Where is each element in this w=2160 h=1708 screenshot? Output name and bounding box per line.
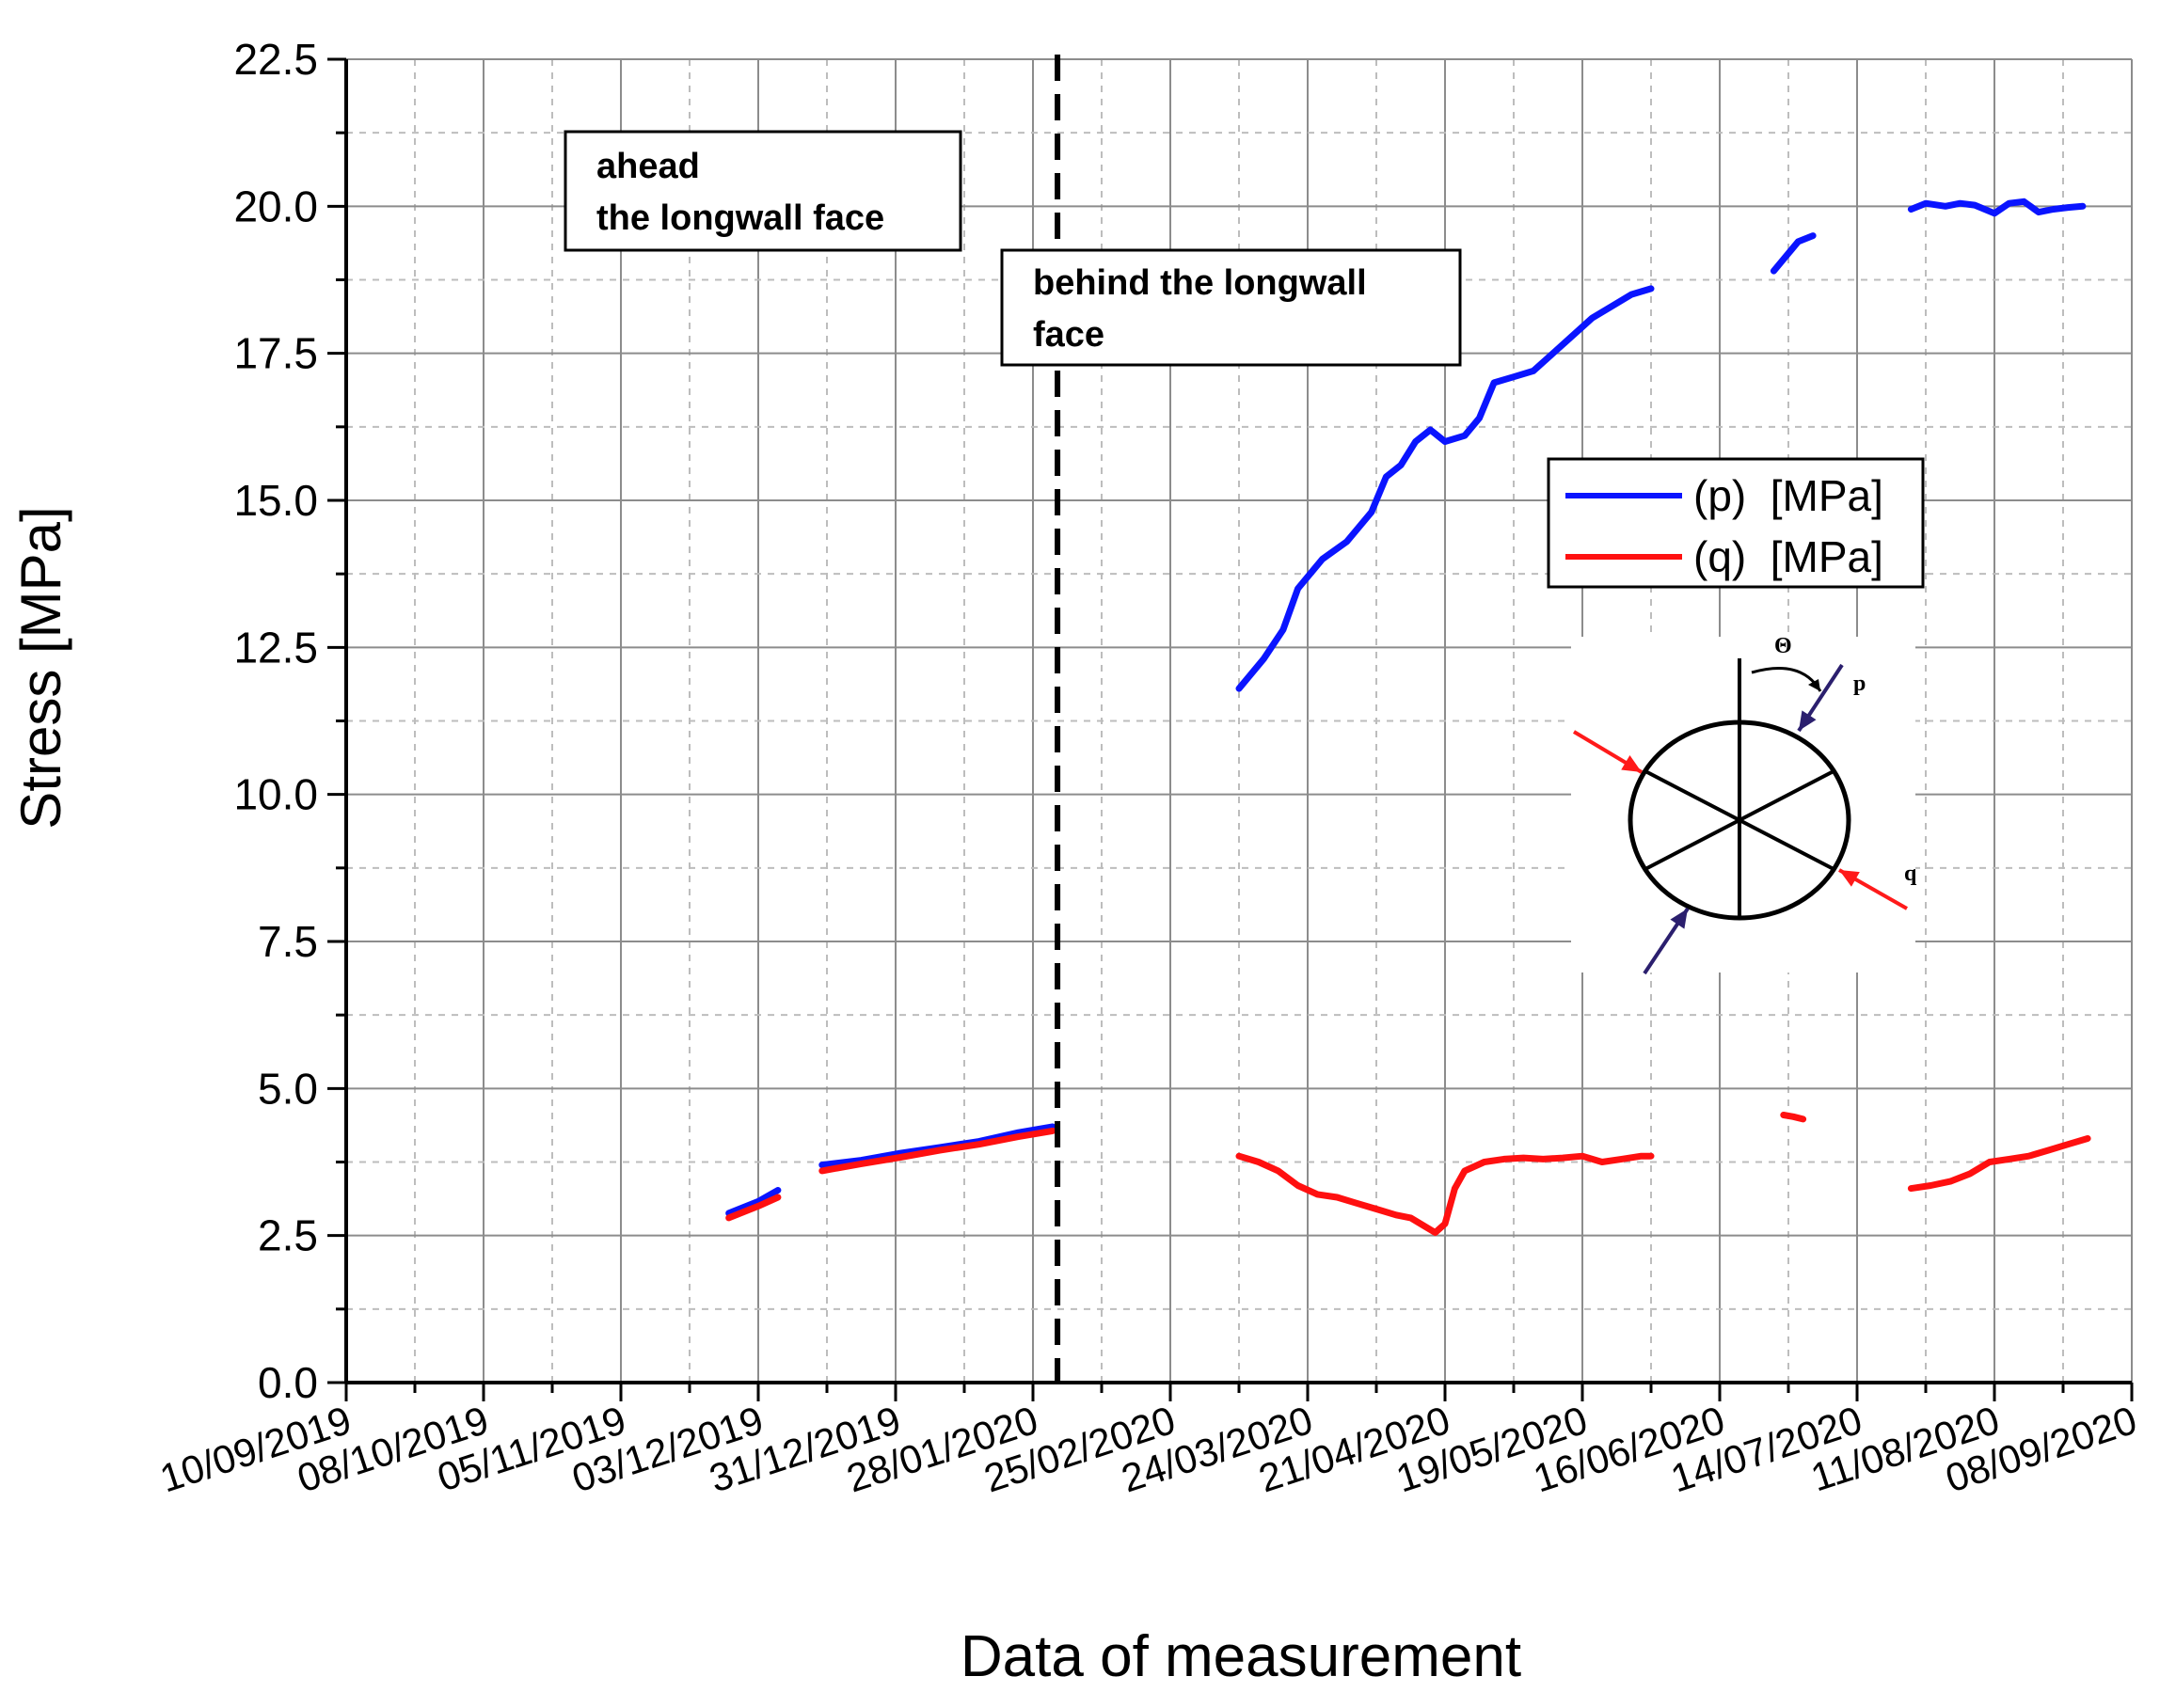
series-q-line bbox=[1235, 1152, 1655, 1236]
inset-theta-label: Θ bbox=[1774, 634, 1792, 658]
series-p-line bbox=[1235, 285, 1655, 692]
y-tick-label: 12.5 bbox=[233, 623, 318, 672]
inset-arrows bbox=[1572, 663, 1908, 975]
inset-spoke bbox=[1644, 818, 1740, 871]
inset-circle bbox=[1628, 720, 1851, 921]
y-tick-label: 5.0 bbox=[258, 1064, 318, 1113]
inset-p-arrow-head bbox=[1670, 909, 1688, 929]
y-axis-label: Stress [MPa] bbox=[9, 506, 72, 829]
annotation-box bbox=[564, 130, 962, 252]
inset-p-label: p bbox=[1853, 672, 1866, 696]
inset-spoke bbox=[1739, 769, 1834, 822]
inset-theta-arrowhead bbox=[1808, 679, 1820, 691]
stress-diagram-inset: Θ p q bbox=[1571, 634, 1917, 975]
annotation-text: ahead the longwall face bbox=[596, 147, 884, 238]
axes bbox=[327, 57, 2134, 1401]
y-tick-label: 10.0 bbox=[233, 770, 318, 819]
inset-q-arrow-head bbox=[1839, 870, 1860, 887]
inset-p-arrow-head bbox=[1799, 710, 1817, 731]
inset-spoke bbox=[1644, 769, 1740, 822]
series-p-line bbox=[1770, 232, 1817, 275]
x-axis-label: Data of measurement bbox=[961, 1624, 1521, 1689]
y-tick-label: 20.0 bbox=[233, 182, 318, 230]
y-tick-label: 22.5 bbox=[233, 35, 318, 84]
inset-q-label: q bbox=[1904, 862, 1917, 886]
series-q-line bbox=[818, 1127, 1056, 1175]
series-p-line bbox=[725, 1187, 782, 1217]
inset-spoke bbox=[1739, 818, 1834, 871]
y-tick-label: 15.0 bbox=[233, 476, 318, 525]
legend-label-q: (q) [MPa] bbox=[1693, 532, 1883, 581]
series-layer bbox=[725, 198, 2091, 1236]
y-tick-label: 0.0 bbox=[258, 1358, 318, 1407]
series-q-line bbox=[725, 1194, 782, 1222]
legend-box bbox=[1547, 457, 1925, 589]
legend: (p) [MPa] (q) [MPa] bbox=[1547, 457, 1925, 589]
legend-label-p: (p) [MPa] bbox=[1693, 471, 1883, 520]
series-q-line bbox=[1780, 1112, 1807, 1123]
y-tick-label: 17.5 bbox=[233, 329, 318, 378]
annotation-text: behind the longwall face bbox=[1033, 263, 1367, 355]
series-p-line bbox=[818, 1123, 1056, 1169]
inset-q-arrow-head bbox=[1621, 755, 1642, 772]
y-tick-label: 2.5 bbox=[258, 1211, 318, 1260]
annotations: ahead the longwall face behind the longwal… bbox=[564, 130, 1462, 367]
series-q-line bbox=[1907, 1135, 2091, 1193]
annotation-box bbox=[1000, 248, 1462, 367]
series-p-line bbox=[1907, 198, 2087, 217]
y-tick-label: 7.5 bbox=[258, 917, 318, 966]
